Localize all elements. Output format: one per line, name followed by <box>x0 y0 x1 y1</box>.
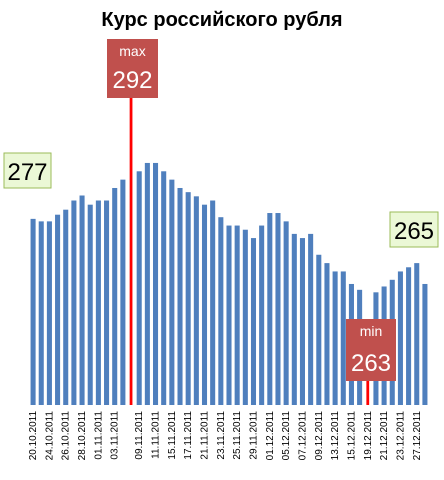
bar <box>242 229 248 405</box>
bar <box>259 225 265 405</box>
bar <box>30 218 36 405</box>
x-tick-label: 09.11.2011 <box>134 411 145 460</box>
bar <box>46 221 52 405</box>
chart-title: Курс российского рубля <box>101 9 342 31</box>
last-value-annotation-value: 265 <box>394 218 434 245</box>
x-tick-label: 20.10.2011 <box>28 411 39 461</box>
bar <box>153 162 159 405</box>
x-tick-label: 26.10.2011 <box>61 411 72 461</box>
x-tick-label: 15.12.2011 <box>346 411 357 461</box>
x-tick-label: 01.11.2011 <box>93 411 104 460</box>
bar <box>316 254 322 405</box>
bar <box>193 196 199 405</box>
bar <box>234 225 240 405</box>
x-tick-label: 23.11.2011 <box>216 411 227 460</box>
bar <box>79 195 85 405</box>
x-tick-label: 28.10.2011 <box>77 411 88 461</box>
bar <box>332 271 338 405</box>
max-annotation-value: 292 <box>112 67 152 94</box>
first-value-annotation-value: 277 <box>7 159 47 186</box>
x-tick-labels: 20.10.2011 24.10.2011 26.10.2011 28.10.2011… <box>28 411 423 461</box>
bar <box>414 263 420 405</box>
bar <box>250 238 257 405</box>
x-tick-label: 07.12.2011 <box>297 411 308 461</box>
x-tick-label: 13.12.2011 <box>330 411 341 461</box>
x-tick-label: 11.11.2011 <box>151 411 162 459</box>
bar <box>144 162 150 405</box>
bar <box>169 179 175 405</box>
bar <box>87 204 93 405</box>
bar <box>95 200 101 405</box>
max-annotation-box <box>107 39 158 98</box>
bar <box>299 238 305 405</box>
annotations: max 292 min 263 277 265 <box>3 39 439 381</box>
x-tick-label: 23.12.2011 <box>395 411 406 461</box>
x-tick-label: 27.12.2011 <box>412 411 423 461</box>
bar <box>406 267 412 405</box>
bar <box>161 171 167 405</box>
min-annotation-value: 263 <box>351 350 391 377</box>
bar <box>120 179 126 405</box>
bar <box>177 187 183 405</box>
bar <box>283 221 289 405</box>
x-tick-label: 24.10.2011 <box>44 411 55 461</box>
bar <box>324 263 330 405</box>
max-annotation: max 292 <box>107 39 158 98</box>
max-annotation-label: max <box>119 43 145 59</box>
bar <box>218 217 224 405</box>
x-tick-label: 21.12.2011 <box>379 411 390 461</box>
first-value-annotation: 277 <box>3 152 52 189</box>
x-tick-label: 19.12.2011 <box>363 411 374 461</box>
x-tick-label: 01.12.2011 <box>265 411 276 461</box>
highlight-bar <box>129 96 133 406</box>
bar <box>55 214 61 405</box>
last-value-annotation-box <box>389 211 439 248</box>
x-tick-label: 09.12.2011 <box>314 411 325 461</box>
x-tick-label: 03.11.2011 <box>110 411 121 460</box>
bar <box>38 221 44 405</box>
x-tick-label: 15.11.2011 <box>167 411 178 460</box>
bar <box>226 225 232 405</box>
x-tick-label: 17.11.2011 <box>183 411 194 460</box>
bar <box>308 233 314 405</box>
min-annotation-label: min <box>360 323 383 339</box>
min-annotation: min 263 <box>346 319 396 381</box>
first-value-annotation-box <box>3 152 52 189</box>
bar <box>71 200 77 405</box>
bar <box>104 200 110 405</box>
min-annotation-box <box>346 319 396 381</box>
bar <box>185 192 191 405</box>
bar <box>201 204 208 405</box>
x-tick-label: 25.11.2011 <box>232 411 243 460</box>
bar <box>63 209 69 405</box>
bar <box>275 213 281 405</box>
bar <box>210 200 216 405</box>
bar <box>340 271 346 405</box>
x-tick-label: 05.12.2011 <box>281 411 292 461</box>
bar <box>291 233 297 405</box>
bar <box>136 171 142 405</box>
x-tick-label: 29.11.2011 <box>248 411 259 460</box>
bar <box>112 187 118 405</box>
bar <box>267 213 273 405</box>
bar <box>397 271 403 405</box>
bar <box>422 283 428 405</box>
last-value-annotation: 265 <box>389 211 439 248</box>
x-tick-label: 21.11.2011 <box>200 411 211 460</box>
